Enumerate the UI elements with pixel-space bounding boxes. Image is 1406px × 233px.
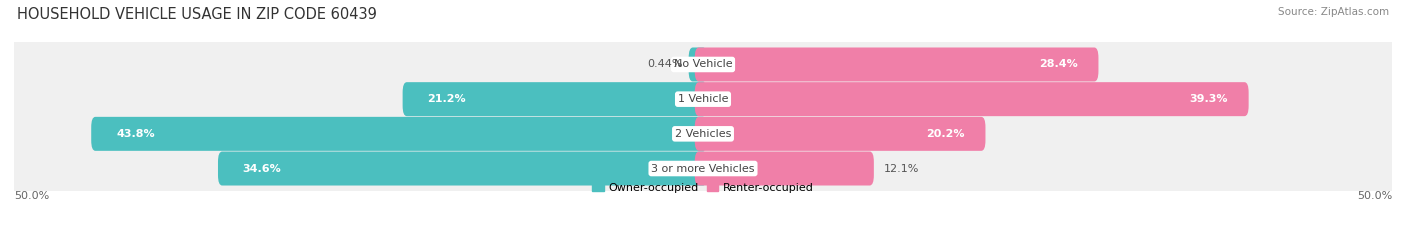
Text: 3 or more Vehicles: 3 or more Vehicles (651, 164, 755, 174)
Text: 12.1%: 12.1% (883, 164, 920, 174)
Text: 34.6%: 34.6% (243, 164, 281, 174)
Text: Source: ZipAtlas.com: Source: ZipAtlas.com (1278, 7, 1389, 17)
Text: 28.4%: 28.4% (1039, 59, 1078, 69)
FancyBboxPatch shape (402, 82, 707, 116)
FancyBboxPatch shape (218, 151, 707, 185)
Text: 2 Vehicles: 2 Vehicles (675, 129, 731, 139)
Text: 50.0%: 50.0% (14, 191, 49, 201)
Legend: Owner-occupied, Renter-occupied: Owner-occupied, Renter-occupied (588, 178, 818, 197)
Text: 1 Vehicle: 1 Vehicle (678, 94, 728, 104)
FancyBboxPatch shape (7, 128, 1399, 209)
Text: 43.8%: 43.8% (117, 129, 155, 139)
FancyBboxPatch shape (10, 59, 1396, 139)
FancyBboxPatch shape (689, 48, 707, 82)
Text: 39.3%: 39.3% (1189, 94, 1227, 104)
FancyBboxPatch shape (695, 82, 1249, 116)
FancyBboxPatch shape (7, 94, 1399, 174)
Text: 0.44%: 0.44% (648, 59, 683, 69)
FancyBboxPatch shape (10, 25, 1396, 104)
FancyBboxPatch shape (695, 151, 875, 185)
Text: 20.2%: 20.2% (927, 129, 965, 139)
Text: No Vehicle: No Vehicle (673, 59, 733, 69)
FancyBboxPatch shape (10, 129, 1396, 208)
FancyBboxPatch shape (7, 24, 1399, 105)
Text: HOUSEHOLD VEHICLE USAGE IN ZIP CODE 60439: HOUSEHOLD VEHICLE USAGE IN ZIP CODE 6043… (17, 7, 377, 22)
FancyBboxPatch shape (695, 48, 1098, 82)
Text: 50.0%: 50.0% (1357, 191, 1392, 201)
FancyBboxPatch shape (7, 59, 1399, 139)
FancyBboxPatch shape (10, 94, 1396, 174)
Text: 21.2%: 21.2% (427, 94, 465, 104)
FancyBboxPatch shape (91, 117, 707, 151)
FancyBboxPatch shape (695, 117, 986, 151)
